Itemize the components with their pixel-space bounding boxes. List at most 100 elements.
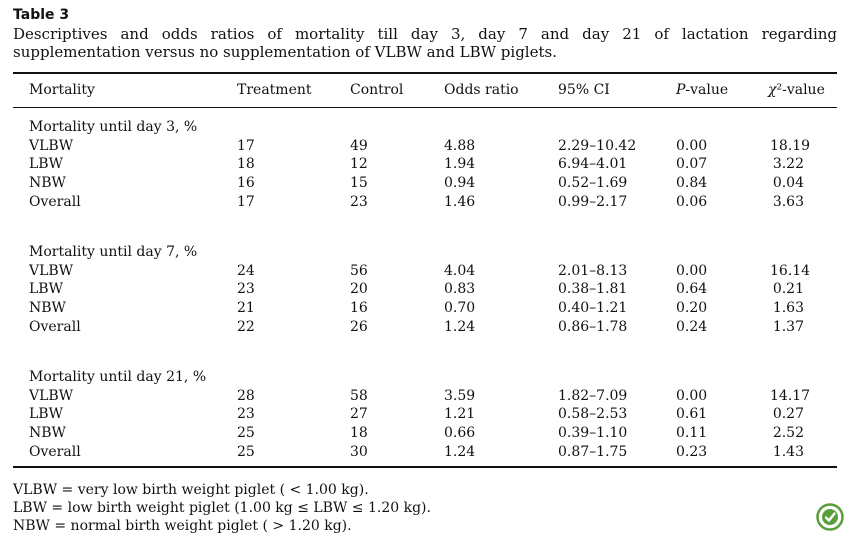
cell-ci: 0.38–1.81 — [558, 281, 628, 298]
header-chi-square: χ²-value — [768, 82, 825, 98]
cell-control: 26 — [350, 318, 368, 335]
cell-chi-square: 14.17 — [770, 387, 811, 404]
cell-chi-square: 3.63 — [772, 193, 804, 210]
cell-ci: 6.94–4.01 — [558, 156, 628, 173]
cell-label: LBW — [29, 406, 63, 423]
cell-odds-ratio: 0.70 — [444, 300, 476, 317]
cell-label: NBW — [29, 425, 66, 442]
cell-control: 23 — [350, 193, 368, 210]
cell-control: 49 — [350, 137, 368, 154]
cell-control: 12 — [350, 156, 368, 173]
cell-label: NBW — [29, 300, 66, 317]
cell-treatment: 23 — [237, 281, 255, 298]
cell-p-value: 0.23 — [676, 443, 708, 460]
cell-control: 20 — [350, 281, 368, 298]
crossmark-icon[interactable] — [816, 503, 844, 531]
cell-ci: 0.52–1.69 — [558, 175, 628, 192]
cell-p-value: 0.64 — [676, 281, 708, 298]
cell-control: 30 — [350, 443, 368, 460]
cell-ci: 0.86–1.78 — [558, 318, 628, 335]
cell-p-value: 0.00 — [676, 262, 708, 279]
header-mortality: Mortality — [29, 82, 95, 98]
cell-control: 16 — [350, 300, 368, 317]
cell-odds-ratio: 0.66 — [444, 425, 476, 442]
cell-p-value: 0.84 — [676, 175, 708, 192]
cell-control: 56 — [350, 262, 368, 279]
cell-chi-square: 18.19 — [770, 137, 811, 154]
cell-chi-square: 3.22 — [772, 156, 804, 173]
cell-odds-ratio: 4.88 — [444, 137, 476, 154]
footnote-nbw: NBW = normal birth weight piglet ( > 1.2… — [13, 518, 352, 534]
cell-ci: 0.39–1.10 — [558, 425, 628, 442]
header-odds-ratio: Odds ratio — [444, 82, 519, 98]
cell-treatment: 17 — [237, 137, 255, 154]
header-rule — [13, 107, 837, 108]
cell-chi-square: 0.04 — [772, 175, 804, 192]
cell-p-value: 0.06 — [676, 193, 708, 210]
cell-label: Overall — [29, 443, 81, 460]
cell-control: 27 — [350, 406, 368, 423]
header-p-value: P-value — [676, 82, 729, 98]
cell-odds-ratio: 1.94 — [444, 156, 476, 173]
footnote-lbw: LBW = low birth weight piglet (1.00 kg ≤… — [13, 500, 431, 516]
cell-odds-ratio: 3.59 — [444, 387, 476, 404]
cell-label: VLBW — [29, 137, 74, 154]
cell-chi-square: 0.21 — [772, 281, 804, 298]
cell-odds-ratio: 4.04 — [444, 262, 476, 279]
cell-ci: 1.82–7.09 — [558, 387, 628, 404]
top-rule — [13, 72, 837, 74]
cell-ci: 2.29–10.42 — [558, 137, 637, 154]
cell-p-value: 0.00 — [676, 387, 708, 404]
cell-odds-ratio: 1.46 — [444, 193, 476, 210]
cell-p-value: 0.24 — [676, 318, 708, 335]
group-title: Mortality until day 7, % — [29, 244, 198, 260]
cell-treatment: 18 — [237, 156, 255, 173]
cell-control: 18 — [350, 425, 368, 442]
cell-odds-ratio: 1.21 — [444, 406, 476, 423]
footnote-vlbw: VLBW = very low birth weight piglet ( < … — [13, 482, 369, 498]
cell-chi-square: 2.52 — [772, 425, 804, 442]
cell-p-value: 0.20 — [676, 300, 708, 317]
cell-label: Overall — [29, 193, 81, 210]
header-control: Control — [350, 82, 404, 98]
cell-label: LBW — [29, 156, 63, 173]
cell-treatment: 25 — [237, 443, 255, 460]
cell-chi-square: 1.43 — [772, 443, 804, 460]
cell-treatment: 21 — [237, 300, 255, 317]
header-95-ci: 95% CI — [558, 82, 610, 98]
cell-treatment: 17 — [237, 193, 255, 210]
table-label: Table 3 — [13, 7, 70, 23]
cell-control: 58 — [350, 387, 368, 404]
group-title: Mortality until day 3, % — [29, 119, 198, 135]
cell-p-value: 0.61 — [676, 406, 708, 423]
cell-treatment: 24 — [237, 262, 255, 279]
cell-label: VLBW — [29, 387, 74, 404]
cell-chi-square: 16.14 — [770, 262, 811, 279]
cell-treatment: 23 — [237, 406, 255, 423]
bottom-rule — [13, 466, 837, 468]
cell-label: LBW — [29, 281, 63, 298]
cell-control: 15 — [350, 175, 368, 192]
cell-ci: 0.58–2.53 — [558, 406, 628, 423]
cell-treatment: 28 — [237, 387, 255, 404]
cell-treatment: 25 — [237, 425, 255, 442]
cell-label: NBW — [29, 175, 66, 192]
cell-label: Overall — [29, 318, 81, 335]
cell-treatment: 22 — [237, 318, 255, 335]
cell-ci: 0.40–1.21 — [558, 300, 628, 317]
cell-odds-ratio: 1.24 — [444, 443, 476, 460]
cell-ci: 0.99–2.17 — [558, 193, 628, 210]
header-treatment: Treatment — [237, 82, 312, 98]
cell-odds-ratio: 0.94 — [444, 175, 476, 192]
cell-p-value: 0.07 — [676, 156, 708, 173]
cell-ci: 0.87–1.75 — [558, 443, 628, 460]
cell-odds-ratio: 1.24 — [444, 318, 476, 335]
cell-odds-ratio: 0.83 — [444, 281, 476, 298]
cell-label: VLBW — [29, 262, 74, 279]
cell-chi-square: 0.27 — [772, 406, 804, 423]
cell-chi-square: 1.63 — [772, 300, 804, 317]
table-caption: Descriptives and odds ratios of mortalit… — [13, 25, 837, 61]
group-title: Mortality until day 21, % — [29, 369, 207, 385]
cell-p-value: 0.11 — [676, 425, 708, 442]
cell-chi-square: 1.37 — [772, 318, 804, 335]
